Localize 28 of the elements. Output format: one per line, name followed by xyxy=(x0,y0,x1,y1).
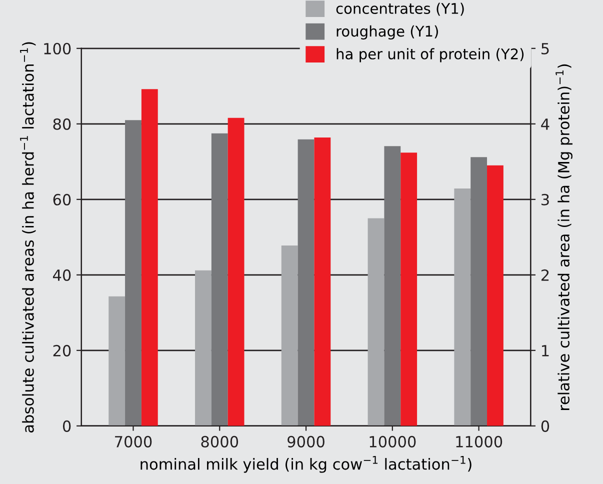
x-tick-label: 8000 xyxy=(201,436,238,448)
x-tick-label: 11000 xyxy=(456,436,502,448)
y2-tick-label: 5 xyxy=(542,43,549,54)
legend-label: ha per unit of protein (Y2) xyxy=(336,48,524,62)
y2-tick-label: 0 xyxy=(541,420,550,432)
x-axis-title: nominal milk yield (in kg cow$^{−1}$ lactation$^{−1}$) xyxy=(140,456,472,473)
bar xyxy=(454,188,471,426)
y2-tick-label: 1 xyxy=(542,345,549,356)
legend-label: roughage (Y1) xyxy=(336,25,438,40)
y-tick-label: 20 xyxy=(53,344,71,356)
y2-tick-label: 2 xyxy=(541,269,549,281)
y-tick-label: 100 xyxy=(44,42,71,54)
x-tick-label: 10000 xyxy=(370,436,416,448)
y-tick-label: 80 xyxy=(53,118,71,130)
y-tick-label: 0 xyxy=(62,420,71,432)
y-axis-title: absolute cultivated areas (in ha herd$^{−1}$ lactation$^{−1}$) xyxy=(20,42,36,432)
bar xyxy=(281,245,298,426)
bar xyxy=(368,218,384,426)
y-tick-label: 40 xyxy=(52,269,71,281)
legend-label: concentrates (Y1) xyxy=(336,2,464,16)
y-tick-label: 60 xyxy=(53,194,71,206)
y2-axis-title: relative cultivated area (in ha (Mg protein)$^{−1}$) xyxy=(556,64,572,410)
y2-tick-label: 4 xyxy=(541,118,550,130)
y2-tick-label: 3 xyxy=(542,194,549,206)
x-tick-label: 7000 xyxy=(115,436,152,448)
bar xyxy=(195,270,212,426)
x-tick-label: 9000 xyxy=(288,436,324,448)
bar xyxy=(108,296,126,426)
